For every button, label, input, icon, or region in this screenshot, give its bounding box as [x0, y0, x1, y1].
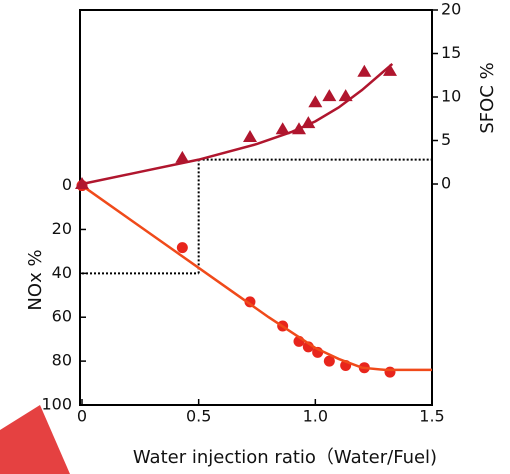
y-tick-label: 0: [62, 175, 72, 194]
y2-tick-label: 10: [441, 87, 461, 106]
marker: [384, 366, 396, 378]
marker: [322, 89, 337, 102]
y-axis-label: NOx %: [25, 249, 46, 310]
marker: [243, 130, 257, 143]
x-tick-label: 1.5: [419, 407, 444, 426]
y-tick-label: 40: [52, 263, 72, 282]
x-tick-label: 0.5: [186, 407, 211, 426]
y-tick-label: 100: [41, 395, 72, 414]
marker: [308, 95, 323, 108]
x-axis-label: Water injection ratio（Water/Fuel): [133, 447, 437, 468]
y-tick-label: 60: [52, 307, 72, 326]
marker: [275, 122, 290, 135]
y2-tick-label: 20: [441, 0, 461, 19]
marker: [175, 150, 190, 163]
marker: [323, 355, 335, 367]
decor: [0, 405, 70, 474]
y2-tick-label: 5: [441, 130, 451, 149]
plot-frame: [79, 9, 433, 406]
marker: [383, 63, 397, 76]
fit-line: [81, 62, 394, 186]
y-tick-label: 80: [52, 351, 72, 370]
x-tick-label: 1.0: [303, 407, 328, 426]
marker: [176, 242, 188, 254]
marker: [357, 64, 372, 77]
y2-tick-label: 15: [441, 43, 461, 62]
x-tick-label: 0: [77, 407, 87, 426]
y2-axis-label: SFOC %: [477, 62, 498, 133]
y2-tick-label: 0: [441, 174, 451, 193]
fit-line: [81, 184, 432, 372]
y-tick-label: 20: [52, 219, 72, 238]
